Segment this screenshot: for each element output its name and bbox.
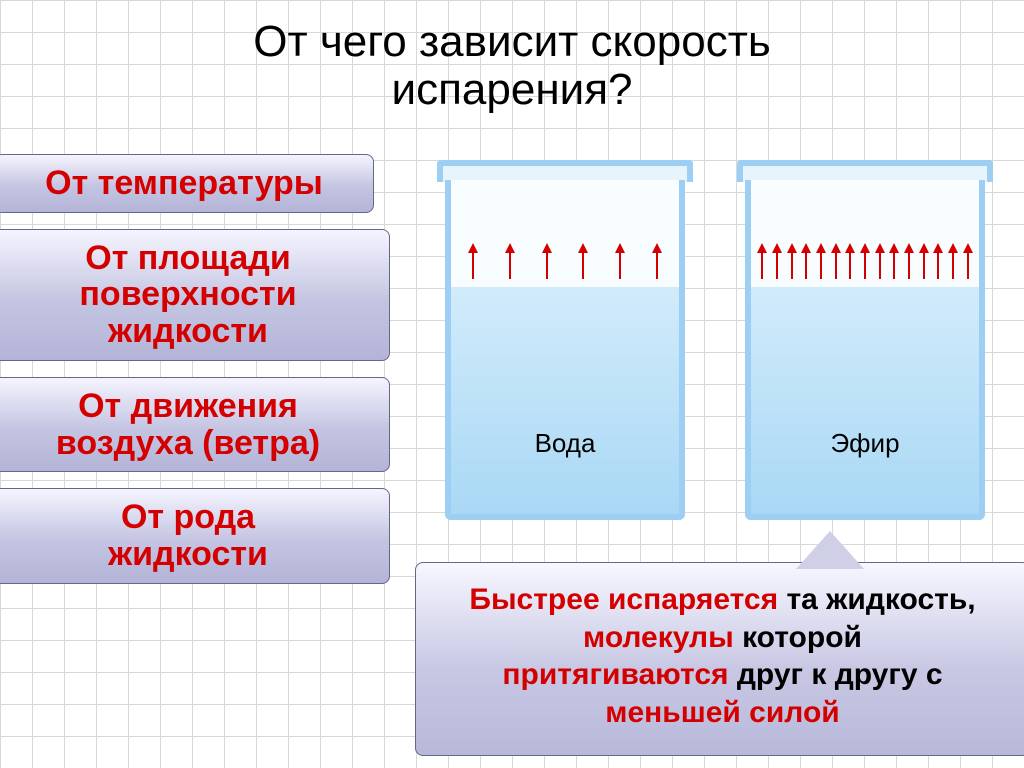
- up-arrow-icon: [820, 245, 822, 279]
- factor-surface-l1: От площади: [85, 239, 291, 277]
- factor-surface-l2: поверхности: [79, 275, 296, 313]
- expl-txt-2: которой: [742, 621, 862, 654]
- up-arrow-icon: [849, 245, 851, 279]
- factor-kind-l1: От рода: [121, 498, 255, 536]
- up-arrow-icon: [582, 245, 584, 279]
- beaker-water: Вода: [445, 160, 685, 520]
- up-arrow-icon: [835, 245, 837, 279]
- factor-kind: От рода жидкости: [0, 488, 390, 583]
- up-arrow-icon: [879, 245, 881, 279]
- up-arrow-icon: [656, 245, 658, 279]
- diagram-area: Вода Эфир Быстрее испаряется та жидкость…: [405, 150, 1024, 750]
- beaker-ether-label: Эфир: [751, 428, 979, 459]
- beaker-rim: [737, 160, 993, 182]
- up-arrow-icon: [791, 245, 793, 279]
- expl-hl-3: притягиваются: [502, 658, 736, 691]
- factors-column: От температуры От площади поверхности жи…: [0, 154, 400, 600]
- factor-kind-l2: жидкости: [108, 535, 268, 573]
- up-arrow-icon: [864, 245, 866, 279]
- factor-temperature: От температуры: [0, 154, 374, 213]
- beaker-water-label: Вода: [451, 428, 679, 459]
- factor-air: От движения воздуха (ветра): [0, 377, 390, 472]
- expl-hl-1: Быстрее испаряется: [469, 583, 786, 616]
- title-line-2: испарения?: [392, 65, 633, 114]
- up-arrow-icon: [619, 245, 621, 279]
- factor-surface-l3: жидкости: [108, 312, 268, 350]
- up-arrow-icon: [546, 245, 548, 279]
- evaporation-arrows-ether: [751, 237, 979, 279]
- expl-txt-3: друг к другу с: [737, 658, 943, 691]
- factor-surface: От площади поверхности жидкости: [0, 229, 390, 361]
- expl-hl-4: меньшей силой: [605, 696, 839, 729]
- up-arrow-icon: [952, 245, 954, 279]
- up-arrow-icon: [509, 245, 511, 279]
- factor-temperature-label: От температуры: [45, 164, 323, 202]
- up-arrow-icon: [923, 245, 925, 279]
- fluid: [751, 279, 979, 514]
- title-line-1: От чего зависит скорость: [253, 17, 771, 66]
- beaker-ether: Эфир: [745, 160, 985, 520]
- up-arrow-icon: [893, 245, 895, 279]
- beaker-rim: [437, 160, 693, 182]
- up-arrow-icon: [776, 245, 778, 279]
- expl-hl-2: молекулы: [583, 621, 742, 654]
- up-arrow-icon: [805, 245, 807, 279]
- beaker-glass: Эфир: [745, 180, 985, 520]
- up-arrow-icon: [967, 245, 969, 279]
- beaker-glass: Вода: [445, 180, 685, 520]
- expl-txt-1: та жидкость,: [786, 583, 975, 616]
- page-title: От чего зависит скорость испарения?: [0, 0, 1024, 115]
- up-arrow-icon: [472, 245, 474, 279]
- up-arrow-icon: [937, 245, 939, 279]
- factor-air-l2: воздуха (ветра): [56, 424, 320, 462]
- up-arrow-icon: [908, 245, 910, 279]
- explanation-callout: Быстрее испаряется та жидкость, молекулы…: [415, 562, 1024, 756]
- evaporation-arrows-water: [451, 237, 679, 279]
- factor-air-l1: От движения: [78, 387, 298, 425]
- fluid: [451, 279, 679, 514]
- up-arrow-icon: [761, 245, 763, 279]
